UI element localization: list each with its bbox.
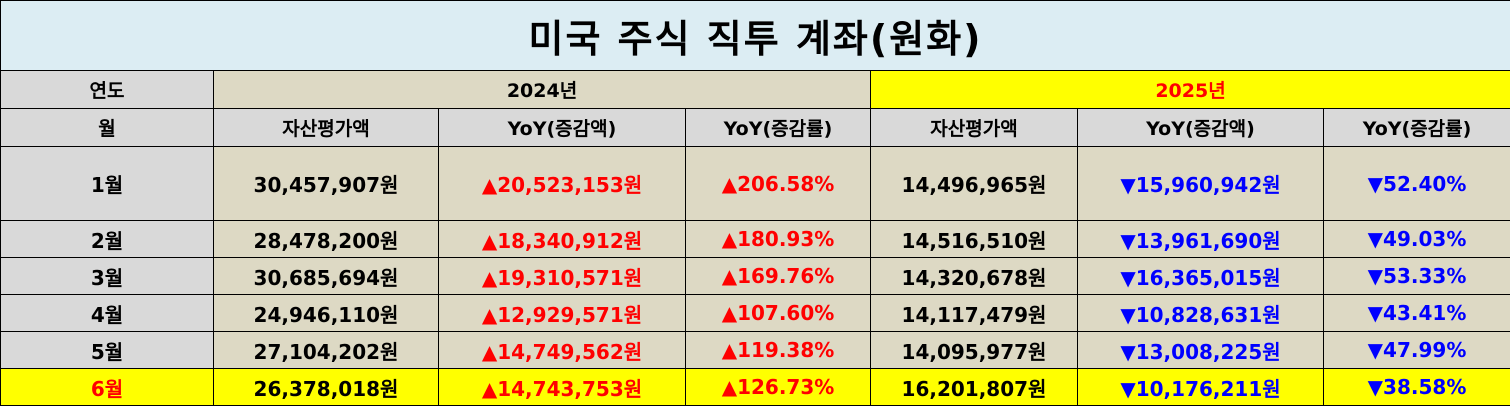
month-cell: 1월 [0, 146, 214, 221]
year-label: 연도 [0, 70, 214, 109]
value-cell: ▲107.60% [685, 294, 871, 332]
value-cell: ▼10,176,211원 [1077, 368, 1324, 406]
value-cell: ▼13,008,225원 [1077, 331, 1324, 369]
value-cell: ▼52.40% [1322, 146, 1510, 221]
month-label: 월 [0, 108, 214, 147]
value-cell: ▼10,828,631원 [1077, 294, 1324, 332]
table-row: 4월 24,946,110원 ▲12,929,571원 ▲107.60% 14,117,… [0, 294, 1510, 332]
year-header: 2025년 [869, 70, 1510, 109]
value-cell: 26,378,018원 [213, 368, 439, 406]
value-cell: ▲126.73% [685, 368, 871, 406]
value-cell: 14,117,479원 [870, 294, 1078, 332]
column-header: YoY(증감액) [438, 108, 686, 147]
table-row: 6월 26,378,018원 ▲14,743,753원 ▲126.73% 16,201,… [0, 368, 1510, 406]
value-cell: 28,478,200원 [213, 220, 439, 258]
month-cell: 3월 [0, 257, 214, 295]
column-header: 자산평가액 [870, 108, 1078, 147]
value-cell: ▼38.58% [1322, 368, 1510, 406]
value-cell: ▲119.38% [685, 331, 871, 369]
value-cell: ▼16,365,015원 [1077, 257, 1324, 295]
value-cell: ▲18,340,912원 [438, 220, 686, 258]
column-header: YoY(증감률) [1322, 108, 1510, 147]
column-header: YoY(증감액) [1077, 108, 1324, 147]
value-cell: 30,457,907원 [213, 146, 439, 221]
value-cell: 30,685,694원 [213, 257, 439, 295]
table-row: 5월 27,104,202원 ▲14,749,562원 ▲119.38% 14,095,… [0, 331, 1510, 369]
month-cell: 2월 [0, 220, 214, 258]
value-cell: ▲180.93% [685, 220, 871, 258]
value-cell: 14,320,678원 [870, 257, 1078, 295]
table-row: 3월 30,685,694원 ▲19,310,571원 ▲169.76% 14,320,… [0, 257, 1510, 295]
column-header: 자산평가액 [213, 108, 439, 147]
year-header: 2024년 [213, 70, 871, 109]
month-cell: 4월 [0, 294, 214, 332]
table-title: 미국 주식 직투 계좌(원화) [0, 0, 1510, 71]
value-cell: ▲14,743,753원 [438, 368, 686, 406]
value-cell: 14,516,510원 [870, 220, 1078, 258]
value-cell: ▲20,523,153원 [438, 146, 686, 221]
table-row: 2월 28,478,200원 ▲18,340,912원 ▲180.93% 14,516,… [0, 220, 1510, 258]
month-cell: 5월 [0, 331, 214, 369]
value-cell: 24,946,110원 [213, 294, 439, 332]
value-cell: 14,496,965원 [870, 146, 1078, 221]
value-cell: ▼47.99% [1322, 331, 1510, 369]
value-cell: ▼15,960,942원 [1077, 146, 1324, 221]
value-cell: ▲19,310,571원 [438, 257, 686, 295]
value-cell: ▼13,961,690원 [1077, 220, 1324, 258]
column-header: YoY(증감률) [685, 108, 871, 147]
value-cell: ▼49.03% [1322, 220, 1510, 258]
value-cell: 16,201,807원 [870, 368, 1078, 406]
value-cell: ▲12,929,571원 [438, 294, 686, 332]
value-cell: ▲14,749,562원 [438, 331, 686, 369]
value-cell: ▼43.41% [1322, 294, 1510, 332]
value-cell: 14,095,977원 [870, 331, 1078, 369]
value-cell: ▲169.76% [685, 257, 871, 295]
value-cell: ▼53.33% [1322, 257, 1510, 295]
value-cell: ▲206.58% [685, 146, 871, 221]
value-cell: 27,104,202원 [213, 331, 439, 369]
month-cell: 6월 [0, 368, 214, 406]
table-row: 1월 30,457,907원 ▲20,523,153원 ▲206.58% 14,496,… [0, 146, 1510, 221]
